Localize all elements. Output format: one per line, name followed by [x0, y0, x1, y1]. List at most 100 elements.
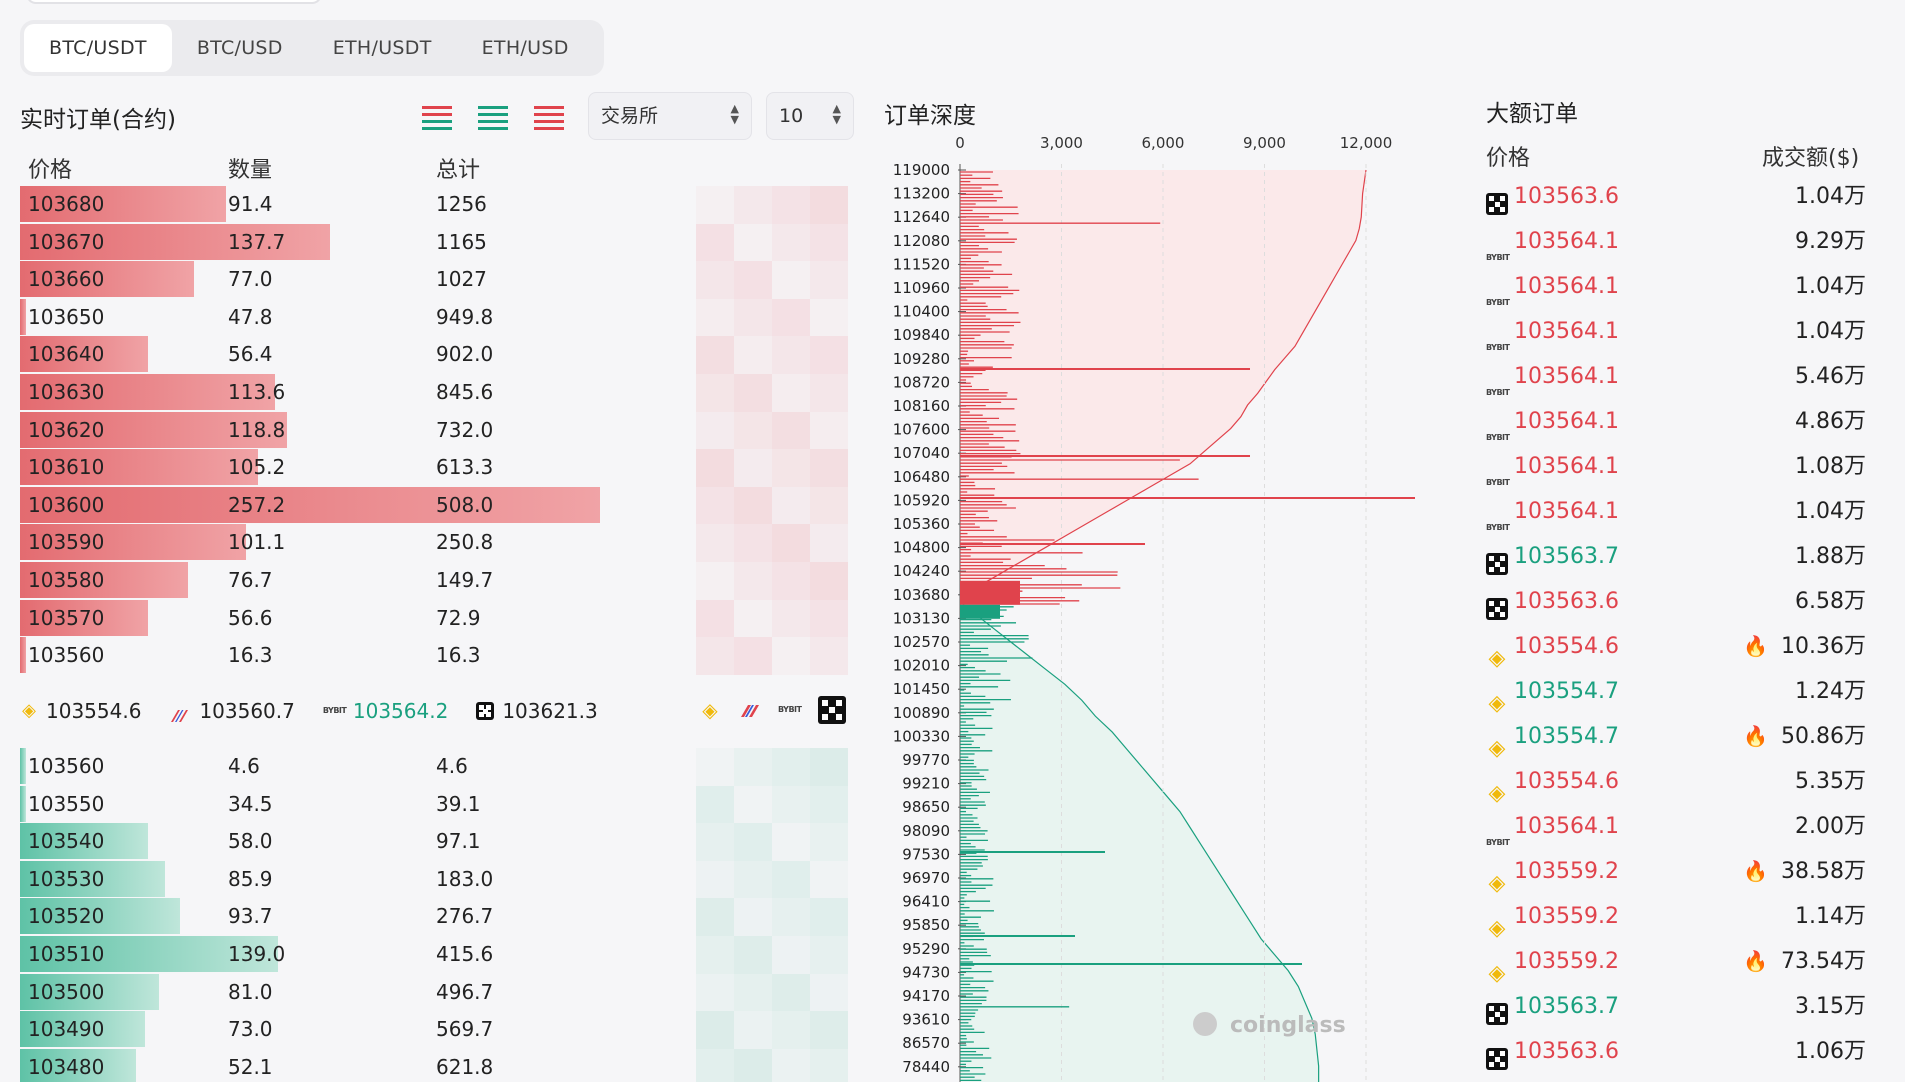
ask-total: 1256: [436, 192, 487, 216]
ask-row[interactable]: 103570 56.6 72.9: [20, 599, 848, 638]
ask-row[interactable]: 103580 76.7 149.7: [20, 561, 848, 600]
heatmap-cell: [772, 561, 810, 600]
tab-btc-usdt[interactable]: BTC/USDT: [24, 24, 172, 72]
ask-total: 250.8: [436, 530, 494, 555]
bid-depth-bar: [20, 823, 148, 860]
ask-price: 103620: [28, 417, 105, 442]
large-order-row[interactable]: BYBIT 103564.1 9.29万: [1486, 219, 1866, 264]
large-order-row[interactable]: ◈ 103554.7 1.24万: [1486, 669, 1866, 715]
large-order-row[interactable]: ◈ 103554.6 🔥 10.36万: [1486, 624, 1866, 671]
ask-row[interactable]: 103610 105.2 613.3: [20, 449, 848, 487]
ask-total: 508.0: [436, 492, 494, 517]
exchange-select[interactable]: 交易所 ▲ ▼: [588, 92, 752, 140]
bid-row[interactable]: 103560 4.6 4.6: [20, 748, 848, 786]
ask-row[interactable]: 103650 47.8 949.8: [20, 298, 848, 337]
y-tick-label: 107600: [893, 421, 950, 439]
ask-depth-bar: [20, 599, 148, 636]
bid-row[interactable]: 103480 52.1 621.8: [20, 1048, 848, 1082]
bid-row[interactable]: 103530 85.9 183.0: [20, 860, 848, 899]
okx-icon[interactable]: [818, 696, 846, 724]
heatmap-cell: [734, 935, 772, 974]
large-order-row[interactable]: BYBIT 103564.1 1.04万: [1486, 489, 1866, 534]
large-order-amount: 1.88万: [1795, 544, 1866, 569]
ask-qty: 257.2: [228, 492, 286, 517]
tab-btc-usd[interactable]: BTC/USD: [196, 37, 283, 59]
bitmex-icon[interactable]: [738, 703, 760, 717]
large-order-row[interactable]: 103563.6 6.58万: [1486, 579, 1866, 624]
exchange-icon-slot: [1486, 1041, 1508, 1070]
ask-row[interactable]: 103560 16.3 16.3: [20, 637, 848, 675]
updown-chevron-icon: ▲ ▼: [730, 102, 739, 126]
large-order-row[interactable]: ◈ 103559.2 🔥 38.58万: [1486, 849, 1866, 895]
coinglass-logo-icon: [1193, 1012, 1217, 1036]
heatmap-cell: [810, 486, 848, 525]
binance-icon[interactable]: ◈: [702, 698, 718, 722]
large-order-price: 103564.1: [1514, 409, 1619, 434]
exchange-price-item: 103560.7: [169, 699, 295, 723]
large-order-row[interactable]: BYBIT 103564.1 4.86万: [1486, 399, 1866, 444]
bid-depth-bar: [20, 785, 26, 822]
depth-level-select[interactable]: 10 ▲ ▼: [766, 92, 854, 140]
bid-row[interactable]: 103490 73.0 569.7: [20, 1011, 848, 1049]
view-both-icon[interactable]: [416, 100, 456, 134]
large-order-price: 103554.6: [1514, 634, 1619, 659]
large-order-row[interactable]: 103563.7 1.88万: [1486, 534, 1866, 579]
ask-total: 949.8: [436, 304, 494, 329]
large-order-row[interactable]: 103563.6 1.06万: [1486, 1029, 1866, 1074]
fire-icon: 🔥: [1743, 949, 1768, 973]
bid-row[interactable]: 103550 34.5 39.1: [20, 785, 848, 824]
heatmap-cell: [696, 935, 734, 974]
ask-row[interactable]: 103590 101.1 250.8: [20, 524, 848, 562]
ask-total: 1027: [436, 267, 487, 292]
exchange-price-item: BYBIT 103564.2: [323, 699, 448, 723]
large-order-row[interactable]: BYBIT 103564.1 1.04万: [1486, 264, 1866, 309]
bid-row[interactable]: 103540 58.0 97.1: [20, 823, 848, 861]
large-order-row[interactable]: ◈ 103559.2 1.14万: [1486, 894, 1866, 940]
ask-row[interactable]: 103660 77.0 1027: [20, 261, 848, 299]
bid-row[interactable]: 103520 93.7 276.7: [20, 898, 848, 936]
bid-depth-area: [960, 604, 1319, 1082]
large-order-row[interactable]: ◈ 103554.6 5.35万: [1486, 759, 1866, 805]
large-order-row[interactable]: 103563.7 3.15万: [1486, 984, 1866, 1029]
large-order-row[interactable]: BYBIT 103564.1 5.46万: [1486, 354, 1866, 399]
large-order-row[interactable]: ◈ 103559.2 🔥 73.54万: [1486, 939, 1866, 985]
tab-eth-usdt[interactable]: ETH/USDT: [332, 37, 432, 59]
y-tick-label: 98090: [902, 822, 950, 840]
heatmap-cell: [734, 261, 772, 299]
ask-qty: 56.6: [228, 605, 273, 630]
y-tick-label: 99770: [902, 751, 950, 769]
heatmap-cell: [772, 860, 810, 899]
heatmap-cell: [772, 1011, 810, 1049]
large-order-row[interactable]: BYBIT 103564.1 1.08万: [1486, 444, 1866, 489]
ask-row[interactable]: 103680 91.4 1256: [20, 186, 848, 224]
bid-row[interactable]: 103500 81.0 496.7: [20, 973, 848, 1012]
bid-row[interactable]: 103510 139.0 415.6: [20, 935, 848, 974]
bid-depth-bar: [20, 1011, 145, 1048]
ask-qty: 101.1: [228, 530, 286, 555]
large-order-row[interactable]: BYBIT 103564.1 2.00万: [1486, 804, 1866, 849]
tab-eth-usd[interactable]: ETH/USD: [481, 37, 569, 59]
heatmap-cell: [734, 823, 772, 861]
ask-row[interactable]: 103620 118.8 732.0: [20, 411, 848, 450]
ask-price: 103580: [28, 567, 105, 592]
view-bids-icon[interactable]: [472, 100, 512, 134]
heatmap-cell: [734, 524, 772, 562]
bid-qty: 139.0: [228, 941, 286, 966]
heatmap-cell: [772, 599, 810, 638]
large-order-row[interactable]: ◈ 103554.7 🔥 50.86万: [1486, 714, 1866, 761]
ask-row[interactable]: 103670 137.7 1165: [20, 223, 848, 262]
view-asks-icon[interactable]: [528, 100, 568, 134]
binance-icon: ◈: [1488, 736, 1506, 761]
large-order-row[interactable]: 103563.6 1.04万: [1486, 174, 1866, 219]
heatmap-cell: [696, 637, 734, 675]
heatmap-cell: [734, 1048, 772, 1082]
orderbook-title: 实时订单(合约): [20, 107, 176, 133]
large-order-row[interactable]: BYBIT 103564.1 1.04万: [1486, 309, 1866, 354]
y-tick-label: 104800: [893, 539, 950, 557]
binance-icon: ◈: [1488, 646, 1506, 671]
bybit-icon[interactable]: BYBIT: [778, 705, 802, 714]
ask-qty: 113.6: [228, 379, 286, 404]
ask-row[interactable]: 103640 56.4 902.0: [20, 336, 848, 374]
ask-row[interactable]: 103630 113.6 845.6: [20, 373, 848, 412]
ask-row[interactable]: 103600 257.2 508.0: [20, 486, 848, 525]
